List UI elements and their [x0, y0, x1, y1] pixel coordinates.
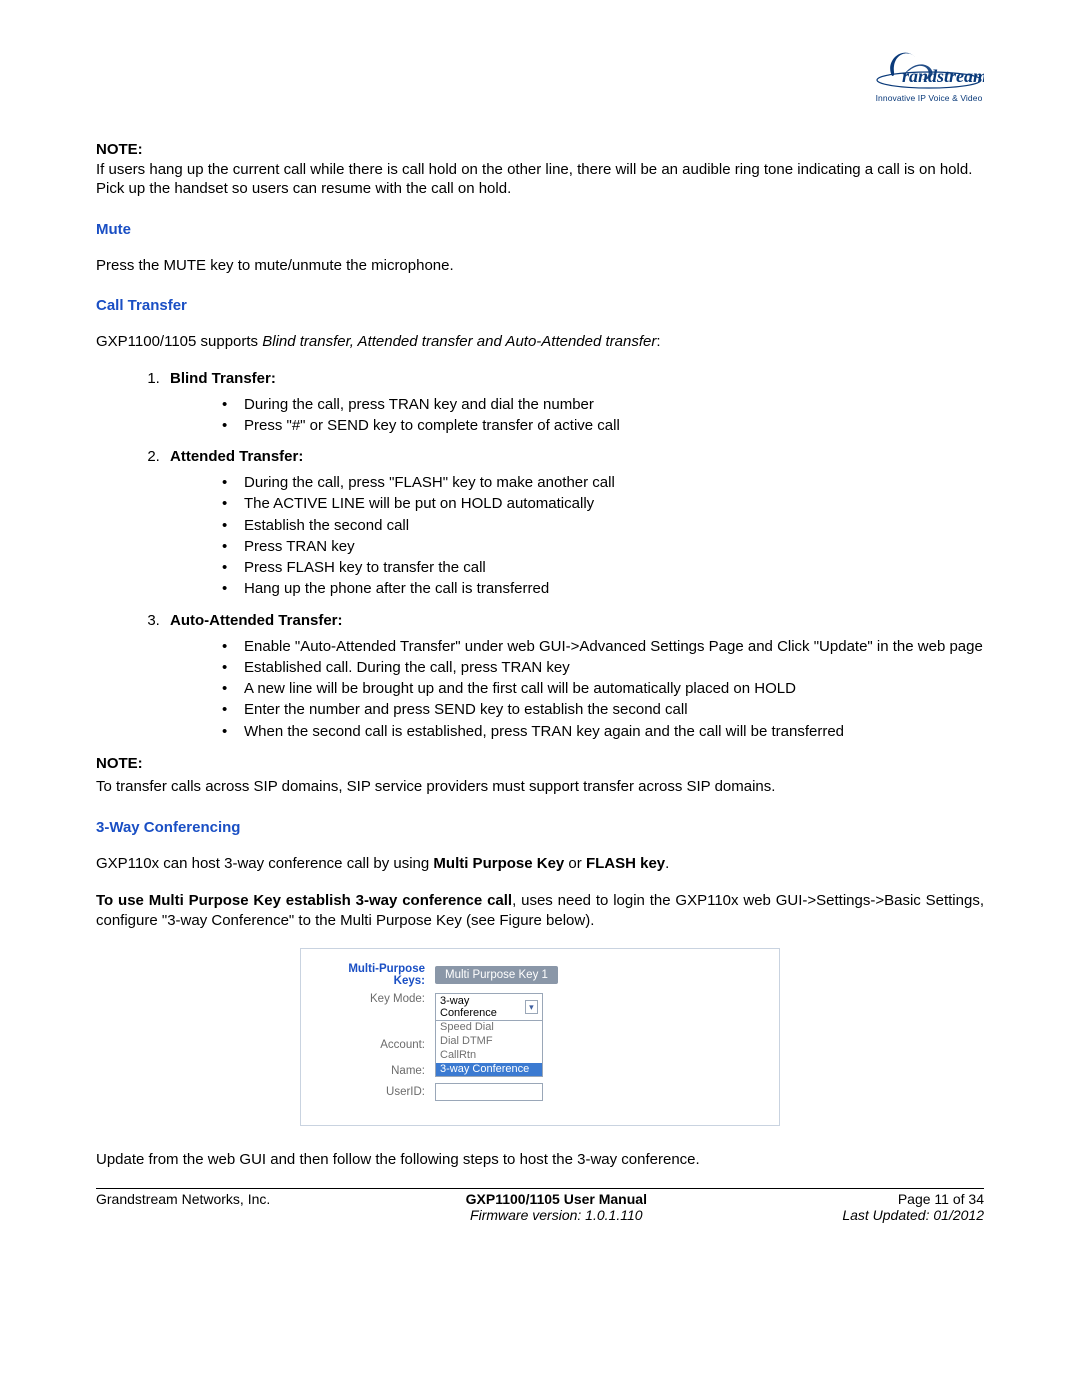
conf-line-1: GXP110x can host 3-way conference call b… — [96, 854, 984, 874]
fig-userid-label: UserID: — [315, 1086, 435, 1098]
conf-heading: 3-Way Conferencing — [96, 819, 984, 836]
brand-tagline: Innovative IP Voice & Video — [874, 93, 984, 103]
fig-option[interactable]: CallRtn — [436, 1049, 542, 1063]
fig-tab: Multi Purpose Key 1 — [435, 966, 558, 984]
footer-mid-bold: GXP1100/1105 User Manual — [466, 1191, 647, 1207]
conf-l1-b1: Multi Purpose Key — [433, 855, 564, 872]
ct-intro-plain: GXP1100/1105 supports — [96, 333, 262, 350]
footer-mid-italic: Firmware version: 1.0.1.110 — [470, 1207, 642, 1223]
footer-rule — [96, 1188, 984, 1189]
fig-keymode-select-wrap: 3-way Conference ▾ Speed Dial Dial DTMF … — [435, 993, 543, 1077]
mute-text: Press the MUTE key to mute/unmute the mi… — [96, 256, 984, 276]
transfer-item-blind: Blind Transfer: During the call, press T… — [164, 370, 984, 437]
note-1-text: If users hang up the current call while … — [96, 161, 972, 198]
attended-title: Attended Transfer: — [170, 448, 303, 465]
list-item: A new line will be brought up and the fi… — [222, 679, 984, 699]
transfer-item-auto: Auto-Attended Transfer: Enable "Auto-Att… — [164, 612, 984, 742]
list-item: Enable "Auto-Attended Transfer" under we… — [222, 637, 984, 657]
list-item: Press TRAN key — [222, 537, 984, 557]
blind-title: Blind Transfer: — [170, 370, 276, 387]
ct-intro-end: : — [656, 333, 660, 350]
brand-logo: randstream Innovative IP Voice & Video — [874, 40, 984, 103]
grandstream-logo-icon: randstream — [874, 40, 984, 95]
mute-heading: Mute — [96, 221, 984, 238]
call-transfer-heading: Call Transfer — [96, 297, 984, 314]
list-item: During the call, press TRAN key and dial… — [222, 395, 984, 415]
footer-right-italic: Last Updated: 01/2012 — [842, 1207, 984, 1223]
fig-keymode-options: Speed Dial Dial DTMF CallRtn 3-way Confe… — [435, 1021, 543, 1077]
list-item: Established call. During the call, press… — [222, 658, 984, 678]
list-item: When the second call is established, pre… — [222, 722, 984, 742]
fig-option-selected[interactable]: 3-way Conference — [436, 1063, 542, 1077]
mpk-figure: Multi-Purpose Keys: Multi Purpose Key 1 … — [300, 948, 780, 1126]
list-item: Establish the second call — [222, 516, 984, 536]
list-item: During the call, press "FLASH" key to ma… — [222, 473, 984, 493]
call-transfer-intro: GXP1100/1105 supports Blind transfer, At… — [96, 332, 984, 352]
fig-keymode-value: 3-way Conference — [440, 995, 523, 1019]
fig-keymode-label: Key Mode: — [315, 993, 435, 1005]
transfer-list: Blind Transfer: During the call, press T… — [164, 370, 984, 742]
auto-title: Auto-Attended Transfer: — [170, 612, 343, 629]
list-item: Press FLASH key to transfer the call — [222, 558, 984, 578]
fig-section-label: Multi-Purpose Keys: — [315, 963, 435, 987]
auto-bullets: Enable "Auto-Attended Transfer" under we… — [222, 637, 984, 742]
attended-bullets: During the call, press "FLASH" key to ma… — [222, 473, 984, 600]
fig-option[interactable]: Speed Dial — [436, 1021, 542, 1035]
fig-option[interactable]: Dial DTMF — [436, 1035, 542, 1049]
note-2-label: NOTE: — [96, 754, 984, 774]
fig-name-label: Name: — [315, 1065, 435, 1077]
fig-account-label: Account: — [315, 1039, 435, 1051]
footer-right: Page 11 of 34 Last Updated: 01/2012 — [842, 1191, 984, 1223]
fig-userid-input[interactable] — [435, 1083, 543, 1101]
list-item: Hang up the phone after the call is tran… — [222, 579, 984, 599]
conf-line-2: To use Multi Purpose Key establish 3-way… — [96, 891, 984, 930]
list-item: Press "#" or SEND key to complete transf… — [222, 416, 984, 436]
note-1: NOTE: If users hang up the current call … — [96, 140, 984, 199]
conf-l2-b: To use Multi Purpose Key establish 3-way… — [96, 892, 512, 909]
note-1-label: NOTE: — [96, 141, 143, 158]
conf-l1-mid: or — [564, 855, 586, 872]
footer-mid: GXP1100/1105 User Manual Firmware versio… — [466, 1191, 647, 1223]
footer-right-plain: Page 11 of 34 — [898, 1191, 984, 1207]
blind-bullets: During the call, press TRAN key and dial… — [222, 395, 984, 437]
note-2-text: To transfer calls across SIP domains, SI… — [96, 777, 984, 797]
footer-left: Grandstream Networks, Inc. — [96, 1191, 270, 1223]
list-item: Enter the number and press SEND key to e… — [222, 700, 984, 720]
conf-l1-end: . — [665, 855, 669, 872]
page-content: NOTE: If users hang up the current call … — [96, 36, 984, 1223]
conf-l1-pre: GXP110x can host 3-way conference call b… — [96, 855, 433, 872]
svg-text:randstream: randstream — [902, 66, 984, 86]
conf-l1-b2: FLASH key — [586, 855, 665, 872]
fig-keymode-select[interactable]: 3-way Conference ▾ — [435, 993, 543, 1021]
transfer-item-attended: Attended Transfer: During the call, pres… — [164, 448, 984, 600]
list-item: The ACTIVE LINE will be put on HOLD auto… — [222, 494, 984, 514]
conf-after-fig: Update from the web GUI and then follow … — [96, 1150, 984, 1170]
ct-intro-italic: Blind transfer, Attended transfer and Au… — [262, 333, 656, 350]
chevron-down-icon: ▾ — [525, 1000, 538, 1014]
page-footer: Grandstream Networks, Inc. GXP1100/1105 … — [96, 1191, 984, 1223]
